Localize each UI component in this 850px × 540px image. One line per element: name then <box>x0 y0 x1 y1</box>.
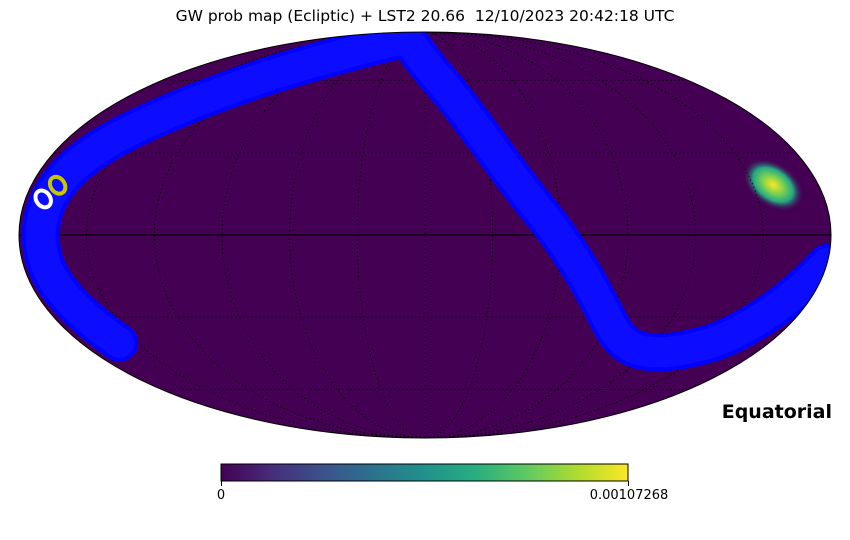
frame-label: Equatorial <box>721 401 832 423</box>
graticule-meridian <box>289 32 426 438</box>
yellow-ring-marker <box>47 174 68 196</box>
graticule-meridian <box>356 32 426 438</box>
colorbar-tick-min <box>221 481 222 486</box>
graticule-meridian <box>153 32 426 438</box>
graticule-meridian <box>424 32 764 438</box>
graticule-meridian <box>424 32 697 438</box>
map-border <box>18 31 832 439</box>
colorbar-max-label: 0.00107268 <box>589 488 669 503</box>
chart-title: GW prob map (Ecliptic) + LST2 20.66 12/1… <box>175 7 675 25</box>
colorbar-min-label: 0 <box>216 488 226 503</box>
colorbar-tick-max <box>628 481 629 486</box>
white-ring-marker <box>33 188 53 210</box>
graticule-meridian <box>424 32 494 438</box>
